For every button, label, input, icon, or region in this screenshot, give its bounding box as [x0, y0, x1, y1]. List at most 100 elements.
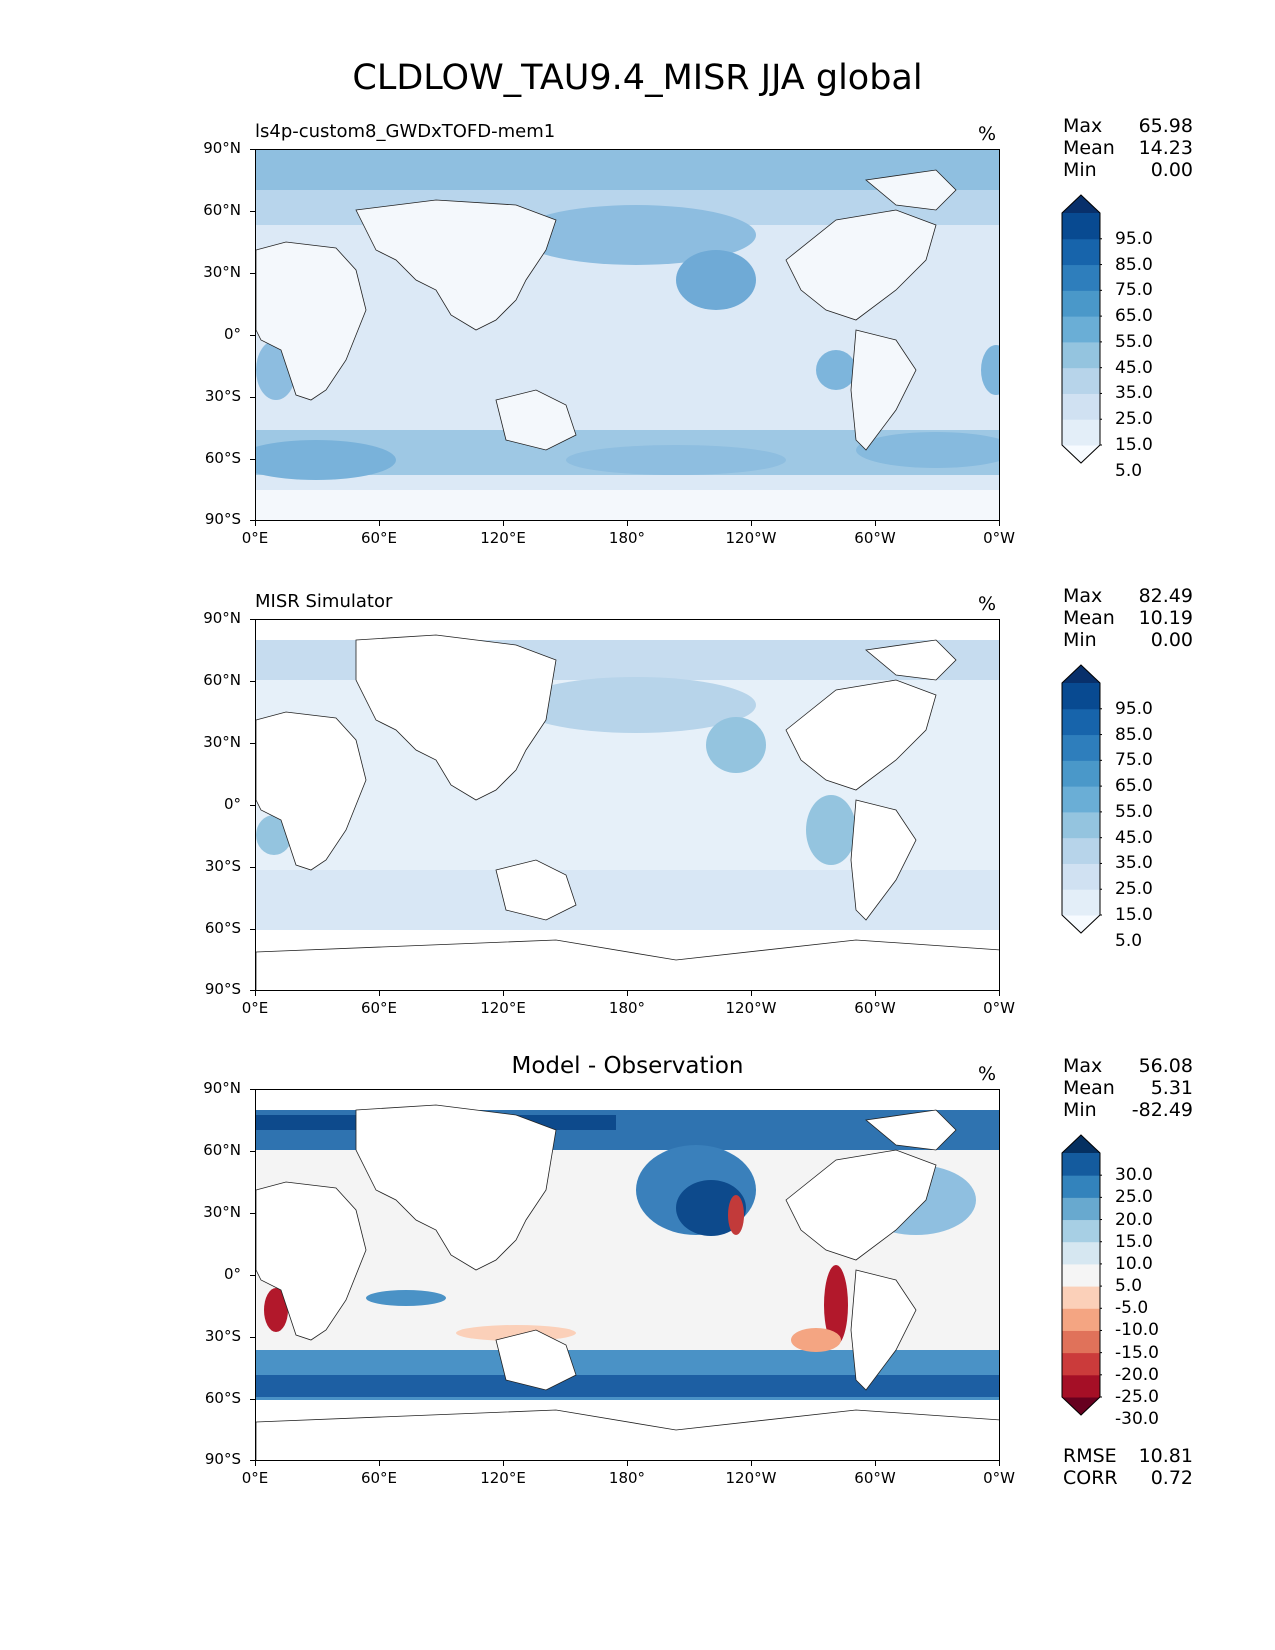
stat-value: 65.98 [1138, 115, 1193, 137]
stat-label: Max [1063, 115, 1103, 137]
figure-title: CLDLOW_TAU9.4_MISR JJA global [352, 58, 923, 98]
colorbar-label: 45.0 [1115, 827, 1153, 848]
stat-value: 0.00 [1150, 159, 1193, 181]
lat-label: 90°S [204, 1450, 241, 1468]
rmse-value: 10.81 [1138, 1445, 1193, 1467]
colorbar-label: 15.0 [1115, 905, 1153, 925]
colorbar-label: 20.0 [1115, 1209, 1153, 1230]
colorbar-segment [1062, 213, 1100, 240]
lon-label: 180° [608, 1469, 646, 1487]
colorbar-outline [1061, 664, 1101, 934]
metrics-box: RMSE 10.81 CORR 0.72 [1063, 1445, 1193, 1489]
stat-label: Mean [1063, 1077, 1115, 1099]
colorbar-label: 65.0 [1115, 306, 1153, 327]
lat-label: 60°S [204, 449, 241, 467]
colorbar-segment [1062, 708, 1100, 736]
colorbar-label: 25.0 [1115, 879, 1153, 900]
colorbar-segment [1062, 316, 1100, 343]
stat-label: Max [1063, 1055, 1103, 1077]
panel-difference: Model - Observation % [0, 1053, 1275, 1535]
colorbar-outline [1061, 1134, 1101, 1416]
stats-box: Max 82.49 Mean 10.19 Min 0.00 [1063, 585, 1193, 651]
colorbar-segment [1062, 889, 1100, 916]
colorbar-segment [1062, 290, 1100, 317]
colorbar-segment [1062, 1330, 1100, 1354]
colorbar-label: 30.0 [1115, 1165, 1153, 1186]
colorbar-label: 25.0 [1115, 409, 1153, 430]
colorbar-label: 65.0 [1115, 776, 1153, 797]
stat-value: -82.49 [1131, 1099, 1193, 1121]
colorbar [1060, 193, 1104, 472]
colorbar-segment [1062, 863, 1100, 890]
lon-label: 120°W [725, 999, 777, 1017]
lon-label: 0°E [241, 529, 269, 547]
colorbar-label: -25.0 [1115, 1387, 1159, 1407]
stats-box: Max 56.08 Mean 5.31 Min -82.49 [1063, 1055, 1193, 1121]
colorbar-label: -5.0 [1115, 1298, 1149, 1319]
lon-label: 180° [608, 999, 646, 1017]
colorbar-label: -30.0 [1115, 1409, 1159, 1430]
colorbar-segment [1062, 811, 1100, 839]
colorbar-segment [1062, 393, 1100, 420]
stat-label: Max [1063, 585, 1103, 607]
colorbar-label: -20.0 [1115, 1364, 1159, 1385]
stat-label: Min [1063, 159, 1097, 181]
lon-label: 120°W [725, 1469, 777, 1487]
lon-label: 0°W [983, 999, 1015, 1017]
colorbar-segment [1062, 786, 1100, 813]
lat-label: 0° [223, 795, 241, 813]
colorbar [1060, 663, 1104, 942]
corr-label: CORR [1063, 1467, 1118, 1489]
colorbar-segment [1062, 760, 1100, 787]
colorbar-extend-min [1062, 1397, 1100, 1415]
colorbar-segment [1062, 341, 1100, 369]
colorbar-label: 55.0 [1115, 801, 1153, 822]
lat-label: 90°S [204, 980, 241, 998]
stat-label: Min [1063, 629, 1097, 651]
colorbar-label: 95.0 [1115, 228, 1153, 249]
stat-value: 5.31 [1150, 1077, 1193, 1099]
lon-label: 60°W [854, 529, 896, 547]
colorbar-label: 15.0 [1115, 435, 1153, 455]
corr-value: 0.72 [1150, 1467, 1193, 1489]
colorbar-label: 95.0 [1115, 698, 1153, 719]
colorbar-segment [1062, 1241, 1100, 1265]
lon-label: 60°W [854, 1469, 896, 1487]
lat-label: 30°S [204, 857, 241, 875]
colorbar-label: 5.0 [1115, 1276, 1143, 1297]
colorbar-segment [1062, 683, 1100, 710]
stat-value: 10.19 [1138, 607, 1193, 629]
colorbar-segment [1062, 264, 1100, 291]
map-observation [255, 619, 1000, 991]
lat-label: 30°S [204, 387, 241, 405]
lat-label: 0° [223, 325, 241, 343]
colorbar-segment [1062, 1352, 1100, 1376]
rmse-label: RMSE [1063, 1445, 1117, 1467]
colorbar-extend-max [1062, 195, 1100, 213]
colorbar-label: 75.0 [1115, 280, 1153, 301]
stat-value: 14.23 [1138, 137, 1193, 159]
units-label: % [978, 123, 997, 145]
stat-label: Mean [1063, 607, 1115, 629]
lat-label: 60°S [204, 1389, 241, 1407]
colorbar-label: 35.0 [1115, 853, 1153, 874]
map-difference [255, 1089, 1000, 1461]
lon-label: 60°E [360, 1469, 398, 1487]
colorbar-segment [1062, 1175, 1100, 1198]
colorbar-label: 55.0 [1115, 331, 1153, 352]
colorbar-segment [1062, 1286, 1100, 1309]
lat-label: 30°N [203, 263, 241, 281]
lat-label: 60°N [203, 1141, 241, 1159]
lat-label: 60°N [203, 201, 241, 219]
colorbar-svg [1061, 194, 1104, 472]
lat-label: 90°N [203, 609, 241, 627]
lon-label: 60°E [360, 529, 398, 547]
lon-label: 0°W [983, 1469, 1015, 1487]
colorbar [1060, 1133, 1104, 1421]
lat-label: 30°N [203, 733, 241, 751]
lon-label: 180° [608, 529, 646, 547]
colorbar-extend-max [1062, 665, 1100, 683]
lat-label: 60°S [204, 919, 241, 937]
units-label: % [978, 1063, 997, 1085]
colorbar-segment [1062, 1374, 1100, 1398]
